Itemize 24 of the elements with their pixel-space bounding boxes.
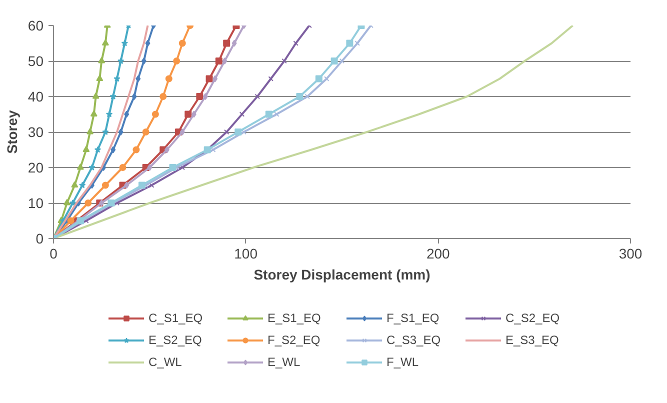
x-tick-label: 300 (618, 246, 642, 262)
legend-label: E_S3_EQ (506, 333, 560, 347)
y-tick-label: 10 (28, 195, 44, 211)
x-tick-label: 200 (426, 246, 450, 262)
legend-label: F_WL (386, 355, 420, 369)
y-tick-label: 50 (28, 53, 44, 69)
legend-label: C_S3_EQ (386, 333, 442, 347)
x-tick-label: 100 (234, 246, 258, 262)
y-tick-label: 20 (28, 160, 44, 176)
y-tick-label: 40 (28, 88, 44, 104)
legend-label: E_S2_EQ (148, 333, 203, 347)
legend-label: C_WL (148, 355, 183, 369)
x-axis-title: Storey Displacement (mm) (254, 266, 430, 282)
y-tick-label: 60 (28, 18, 44, 34)
x-tick-label: 0 (50, 246, 58, 262)
legend-label: E_WL (268, 355, 302, 369)
y-tick-label: 30 (28, 124, 44, 140)
legend-label: F_S1_EQ (386, 311, 440, 325)
legend-label: E_S1_EQ (268, 311, 322, 325)
y-tick-label: 0 (36, 230, 44, 246)
legend-label: F_S2_EQ (268, 333, 322, 347)
y-axis-title: Storey (4, 110, 20, 154)
legend-label: C_S1_EQ (148, 311, 204, 325)
legend-label: C_S2_EQ (506, 311, 561, 325)
